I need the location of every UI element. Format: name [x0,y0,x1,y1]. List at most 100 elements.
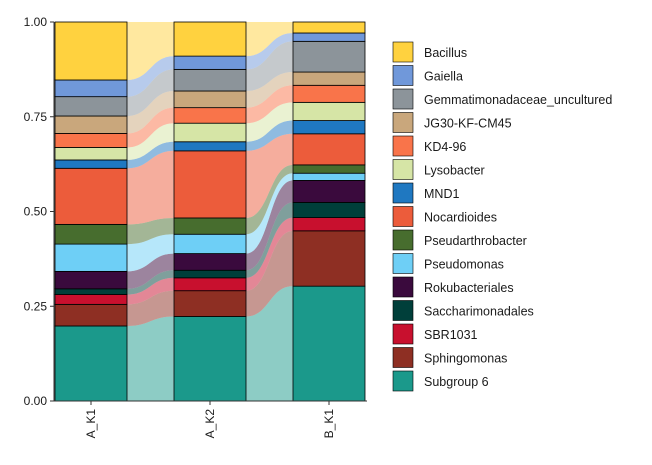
flow-pseudarthrobacter-1 [246,164,293,235]
bar-segment-mnd1-a_k1 [54,159,128,169]
flow-kd4-96-1 [246,85,293,124]
bar-segment-sbr1031-a_k2 [173,277,247,292]
bar-segment-jg30-kf-cm45-a_k1 [54,115,128,134]
y-tick-label: 0.50 [24,205,48,219]
legend-label: Rokubacteriales [424,281,514,295]
bar-segment-lysobacter-b_k1 [292,101,366,121]
flow-lysobacter-1 [246,102,293,142]
bar-segment-bacillus-b_k1 [292,21,366,34]
legend-key [392,112,414,133]
flow-sbr1031-0 [127,277,174,305]
legend-key [392,182,414,204]
legend-key [392,276,414,298]
bar-segment-bacillus-a_k2 [173,21,247,57]
bar-segment-rokubacteriales-a_k2 [173,253,247,271]
flow-bacillus-1 [246,22,293,57]
flow-sphingomonas-0 [127,290,174,326]
legend-key [392,323,414,345]
bar-segment-sphingomonas-a_k1 [54,303,128,327]
legend-label: Gemmatimonadaceae_uncultured [424,93,612,107]
bar-segment-saccharimonadales-a_k1 [54,288,128,295]
stacked-bars [54,21,366,402]
bar-segment-pseudomonas-a_k1 [54,243,128,272]
y-tick-label: 0.00 [24,394,48,408]
bar-segment-mnd1-b_k1 [292,120,366,135]
legend-label: MND1 [424,187,459,201]
flow-sphingomonas-1 [246,230,293,317]
legend-key [392,135,414,157]
bar-segment-rokubacteriales-b_k1 [292,180,366,203]
bar-segment-pseudomonas-a_k2 [173,233,247,254]
legend-key [392,347,414,368]
bar-segment-pseudarthrobacter-a_k1 [54,223,128,245]
legend-label: Subgroup 6 [424,375,489,389]
flow-jg30-kf-cm45-1 [246,72,293,108]
legend-key [392,229,414,251]
bar-segment-nocardioides-a_k1 [54,167,128,225]
bar-segment-gaiella-a_k2 [173,55,247,70]
bar-segment-jg30-kf-cm45-b_k1 [292,71,366,86]
flow-mnd1-0 [127,141,174,169]
bar-segment-kd4-96-b_k1 [292,84,366,103]
legend-key [392,41,414,63]
legend-label: Lysobacter [424,164,485,178]
bar-segment-sbr1031-a_k1 [54,294,128,305]
bar-segment-nocardioides-b_k1 [292,133,366,166]
legend-key [392,370,414,392]
bar-segment-jg30-kf-cm45-a_k2 [173,90,247,109]
bar-segment-gemmatimonadaceae-uncultured-b_k1 [292,40,366,73]
bar-segment-gaiella-a_k1 [54,79,128,98]
bar-segment-pseudarthrobacter-b_k1 [292,164,366,174]
legend-label: Pseudomonas [424,258,504,272]
legend-label: SBR1031 [424,328,478,342]
bar-segment-saccharimonadales-b_k1 [292,202,366,218]
legend-label: JG30-KF-CM45 [424,117,512,131]
flow-gaiella-1 [246,32,293,70]
bar-segment-pseudarthrobacter-a_k2 [173,217,247,235]
bar-segment-mnd1-a_k2 [173,141,247,152]
bar-segment-sbr1031-b_k1 [292,217,366,232]
legend-key [392,159,414,180]
flow-saccharimonadales-0 [127,270,174,295]
flow-pseudomonas-1 [246,173,293,254]
bar-segment-gemmatimonadaceae-uncultured-a_k1 [54,96,128,117]
legend-key [392,253,414,274]
legend-label: Nocardioides [424,211,497,225]
flow-sbr1031-1 [246,217,293,291]
bar-segment-kd4-96-a_k2 [173,107,247,124]
legend-label: Gaiella [424,70,463,84]
y-tick-label: 0.25 [24,299,48,313]
x-tick-label: B_K1 [322,409,336,439]
flow-lysobacter-0 [127,123,174,160]
bar-segment-subgroup-6-a_k1 [54,325,128,402]
bar-segment-pseudomonas-b_k1 [292,172,366,181]
bar-segment-sphingomonas-b_k1 [292,230,366,287]
bar-segment-bacillus-a_k1 [54,21,128,81]
flow-subgroup-6-0 [127,316,174,401]
legend-label: KD4-96 [424,140,466,154]
bar-segment-gaiella-b_k1 [292,32,366,42]
bar-segment-rokubacteriales-a_k1 [54,270,128,290]
flow-ribbons [127,22,293,401]
legend-label: Saccharimonadales [424,305,534,319]
flow-saccharimonadales-1 [246,202,293,278]
legend-key [392,65,414,86]
flow-gemmatimonadaceae-uncultured-1 [246,41,293,91]
flow-bacillus-0 [127,22,174,80]
flow-nocardioides-1 [246,133,293,218]
flow-gaiella-0 [127,56,174,97]
bar-segment-gemmatimonadaceae-uncultured-a_k2 [173,68,247,92]
x-tick-label: A_K1 [84,409,98,439]
flow-pseudomonas-0 [127,234,174,272]
bar-segment-lysobacter-a_k1 [54,147,128,161]
legend-label: Pseudarthrobacter [424,234,527,248]
flow-rokubacteriales-0 [127,253,174,289]
bar-segment-subgroup-6-b_k1 [292,285,366,402]
flow-kd4-96-0 [127,107,174,148]
flow-subgroup-6-1 [246,286,293,401]
legend-label: Bacillus [424,46,467,60]
bar-segment-sphingomonas-a_k2 [173,290,247,317]
bar-segment-lysobacter-a_k2 [173,122,247,143]
flow-mnd1-1 [246,120,293,151]
